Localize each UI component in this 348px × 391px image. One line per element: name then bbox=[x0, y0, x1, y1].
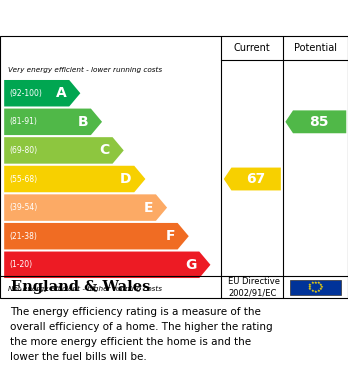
Text: C: C bbox=[100, 143, 110, 158]
Polygon shape bbox=[285, 110, 346, 133]
Text: ★: ★ bbox=[319, 287, 322, 291]
Text: (69-80): (69-80) bbox=[9, 146, 38, 155]
Polygon shape bbox=[4, 194, 167, 221]
Text: ★: ★ bbox=[319, 285, 323, 289]
Text: F: F bbox=[165, 229, 175, 243]
Bar bbox=[290, 280, 341, 295]
Text: ★: ★ bbox=[314, 281, 317, 285]
Text: 85: 85 bbox=[309, 115, 329, 129]
Text: D: D bbox=[120, 172, 132, 186]
Polygon shape bbox=[4, 80, 80, 106]
Text: ★: ★ bbox=[308, 283, 312, 287]
Text: E: E bbox=[144, 201, 153, 215]
Text: G: G bbox=[185, 258, 197, 272]
Text: Potential: Potential bbox=[294, 43, 337, 53]
Polygon shape bbox=[4, 251, 211, 278]
Polygon shape bbox=[224, 168, 281, 190]
Text: 67: 67 bbox=[246, 172, 266, 186]
Text: (81-91): (81-91) bbox=[9, 117, 37, 126]
Text: Energy Efficiency Rating: Energy Efficiency Rating bbox=[10, 11, 232, 25]
Polygon shape bbox=[4, 223, 189, 249]
Polygon shape bbox=[4, 109, 102, 135]
Text: ★: ★ bbox=[310, 289, 314, 293]
Text: ★: ★ bbox=[319, 283, 322, 287]
Text: (39-54): (39-54) bbox=[9, 203, 38, 212]
Text: ★: ★ bbox=[314, 290, 317, 294]
Text: The energy efficiency rating is a measure of the
overall efficiency of a home. T: The energy efficiency rating is a measur… bbox=[10, 307, 273, 362]
Text: Very energy efficient - lower running costs: Very energy efficient - lower running co… bbox=[8, 66, 162, 73]
Text: (1-20): (1-20) bbox=[9, 260, 32, 269]
Text: ★: ★ bbox=[316, 281, 320, 285]
Text: ★: ★ bbox=[307, 285, 311, 289]
Polygon shape bbox=[4, 166, 145, 192]
Text: ★: ★ bbox=[316, 289, 320, 293]
Polygon shape bbox=[4, 137, 124, 164]
Text: England & Wales: England & Wales bbox=[11, 280, 151, 294]
Text: (92-100): (92-100) bbox=[9, 89, 42, 98]
Text: (55-68): (55-68) bbox=[9, 174, 38, 183]
Text: (21-38): (21-38) bbox=[9, 232, 37, 241]
Text: EU Directive
2002/91/EC: EU Directive 2002/91/EC bbox=[228, 277, 280, 298]
Text: A: A bbox=[56, 86, 66, 100]
Text: ★: ★ bbox=[308, 287, 312, 291]
Text: Current: Current bbox=[234, 43, 270, 53]
Text: ★: ★ bbox=[310, 281, 314, 285]
Text: Not energy efficient - higher running costs: Not energy efficient - higher running co… bbox=[8, 285, 162, 292]
Text: B: B bbox=[78, 115, 88, 129]
